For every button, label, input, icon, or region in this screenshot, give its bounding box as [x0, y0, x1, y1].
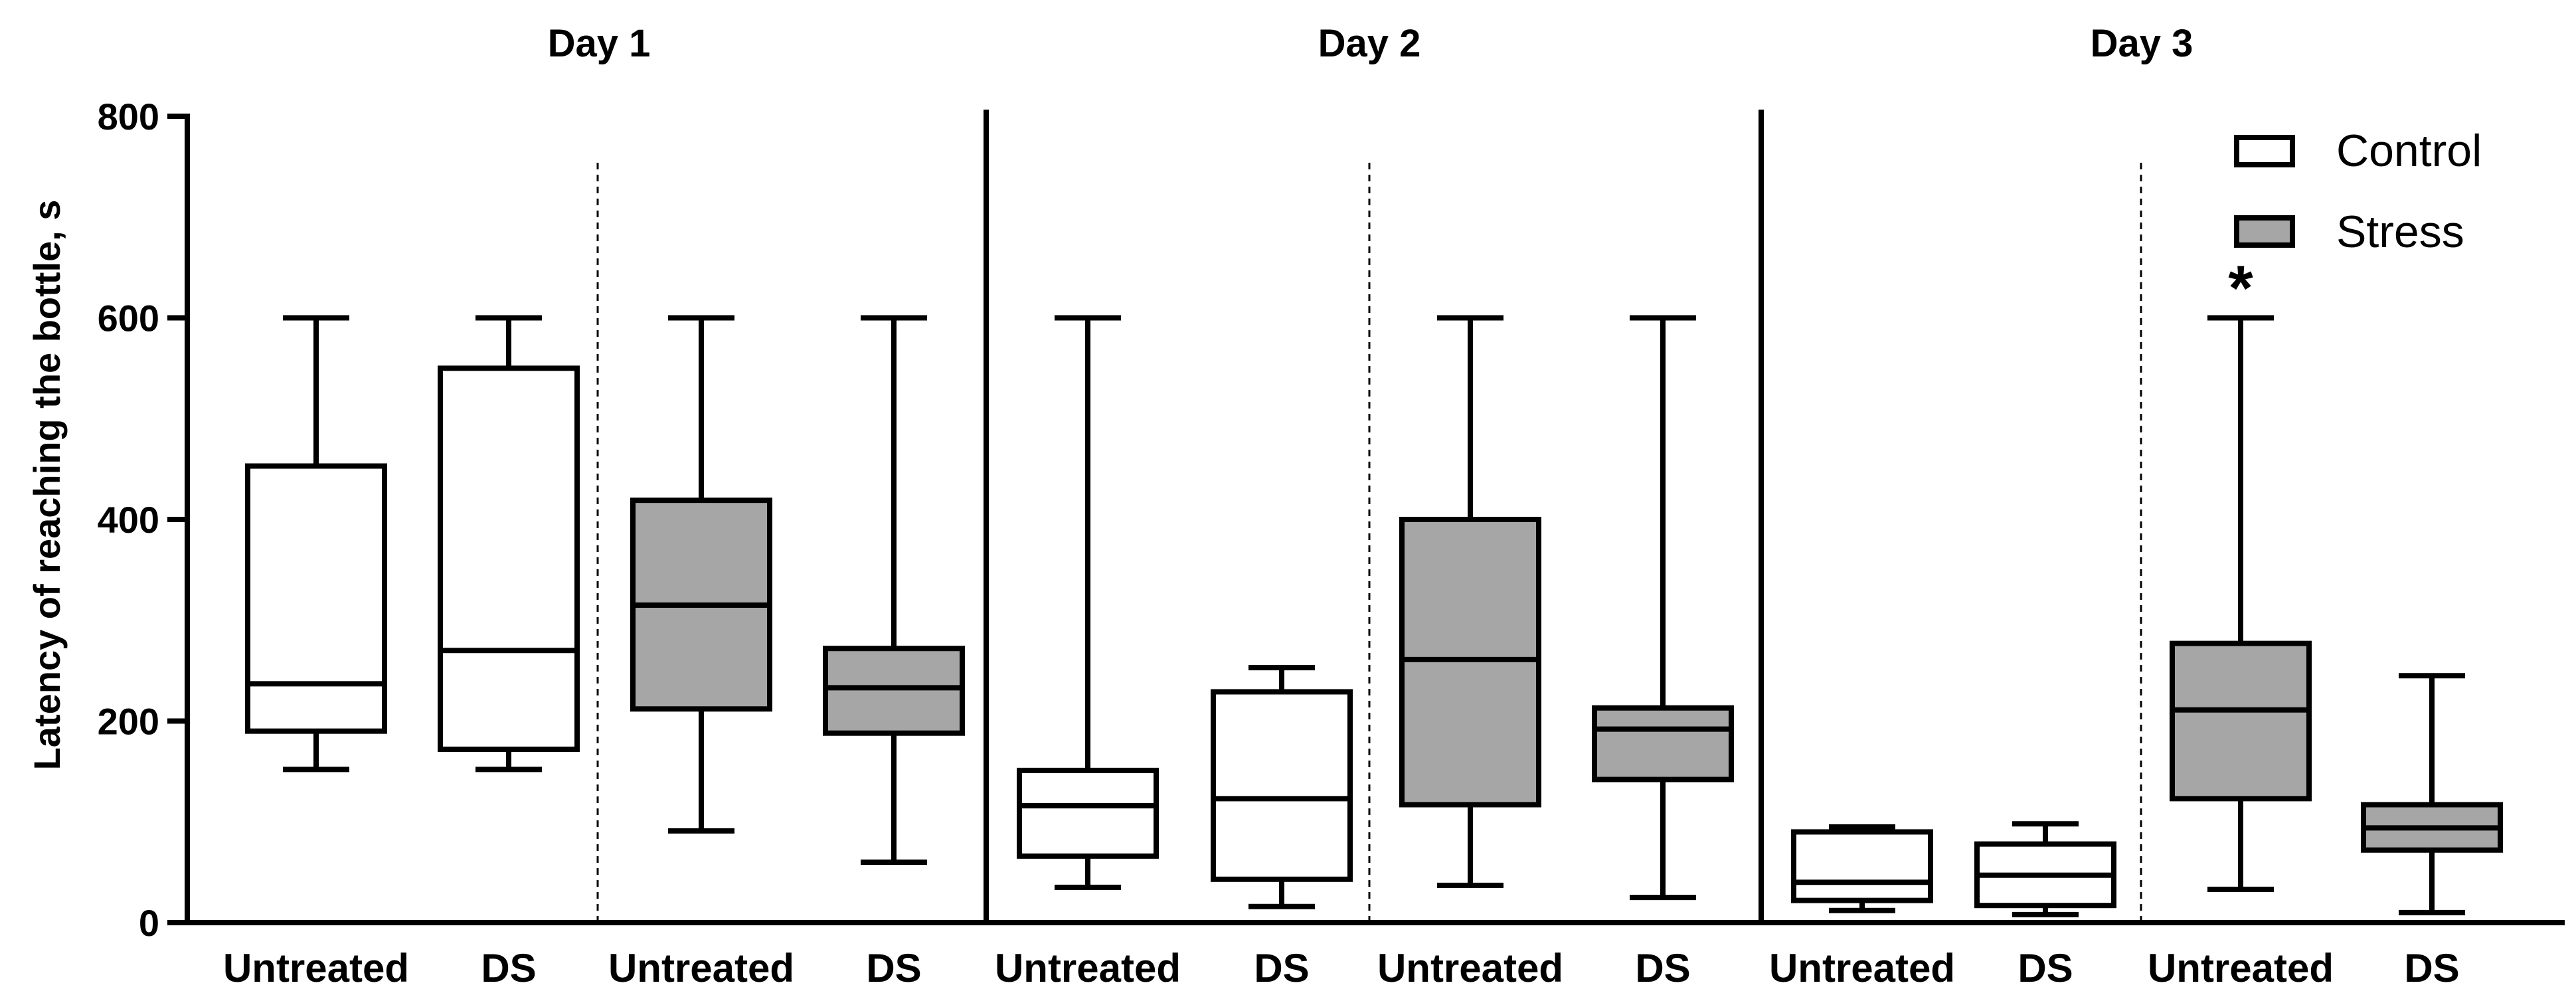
x-category-label: DS — [2018, 946, 2073, 990]
y-tick-label: 200 — [98, 701, 159, 743]
iqr-box — [245, 463, 387, 734]
x-category-label: DS — [1254, 946, 1309, 990]
axes-layer — [167, 110, 2565, 925]
box-7 — [1399, 315, 1541, 888]
significance-marker: * — [2228, 253, 2253, 324]
x-category-label: DS — [866, 946, 921, 990]
x-category-label: DS — [1635, 946, 1690, 990]
boxes-layer: * — [245, 253, 2503, 917]
x-category-label: Untreated — [1377, 946, 1563, 990]
box-4 — [823, 315, 965, 865]
legend-swatch-control — [2234, 135, 2295, 167]
iqr-box — [1592, 705, 1734, 782]
x-category-label: DS — [2404, 946, 2459, 990]
y-tick-label: 600 — [98, 298, 159, 339]
iqr-box — [823, 646, 965, 736]
iqr-box — [2170, 640, 2312, 802]
iqr-box — [438, 365, 580, 752]
box-1 — [245, 315, 387, 773]
legend-label-control: Control — [2336, 126, 2482, 176]
day-title-1: Day 1 — [548, 22, 651, 65]
y-axis-title: Latency of reaching the bottle, s — [26, 200, 68, 771]
box-5 — [1017, 315, 1159, 890]
box-2 — [438, 315, 580, 773]
box-8 — [1592, 315, 1734, 901]
iqr-box — [1017, 767, 1159, 859]
x-category-label: DS — [481, 946, 536, 990]
y-tick-label: 400 — [98, 499, 159, 541]
x-category-label: Untreated — [608, 946, 794, 990]
day-title-2: Day 2 — [1318, 22, 1421, 65]
y-tick-label: 0 — [139, 902, 159, 944]
box-6 — [1211, 665, 1353, 909]
labels-layer: 0 200 400 600 800 Untreated DS Untreated DS Untre… — [98, 96, 2460, 990]
box-11: * — [2170, 253, 2312, 892]
day-title-3: Day 3 — [2091, 22, 2193, 65]
iqr-box — [1211, 689, 1353, 882]
x-category-label: Untreated — [1769, 946, 1955, 990]
legend: Control Stress — [2234, 126, 2482, 257]
iqr-box — [1791, 829, 1933, 903]
x-category-label: Untreated — [2148, 946, 2334, 990]
legend-label-stress: Stress — [2336, 207, 2464, 257]
box-9 — [1791, 824, 1933, 913]
x-category-label: Untreated — [223, 946, 409, 990]
x-category-label: Untreated — [995, 946, 1181, 990]
box-12 — [2361, 673, 2503, 915]
legend-swatch-stress — [2234, 215, 2295, 248]
y-tick-label: 800 — [98, 96, 159, 137]
box-3 — [630, 315, 772, 834]
box-10 — [1974, 821, 2116, 917]
